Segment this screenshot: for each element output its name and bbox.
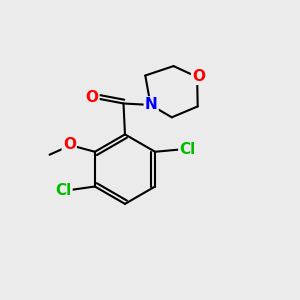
- Text: O: O: [63, 137, 76, 152]
- Text: Cl: Cl: [55, 183, 71, 198]
- Text: N: N: [145, 98, 158, 112]
- Text: O: O: [192, 69, 205, 84]
- Text: Cl: Cl: [179, 142, 196, 157]
- Text: O: O: [85, 90, 98, 105]
